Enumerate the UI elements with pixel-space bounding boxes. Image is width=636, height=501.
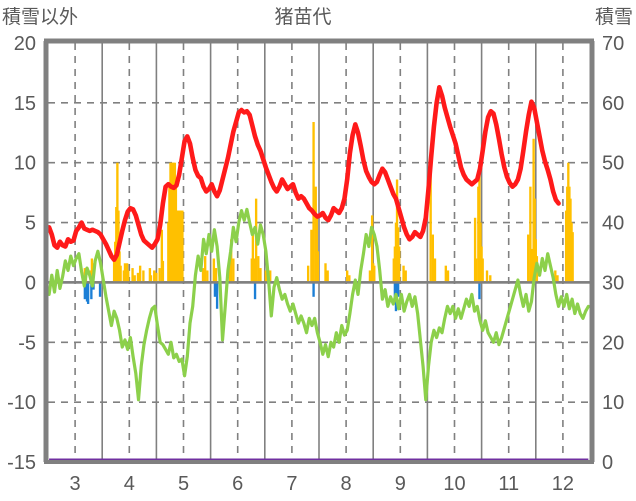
svg-text:-15: -15 xyxy=(7,452,36,474)
svg-text:8: 8 xyxy=(341,473,352,495)
right-axis-title: 積雪 xyxy=(594,7,633,28)
plot-frame xyxy=(43,38,595,464)
svg-text:10: 10 xyxy=(443,473,465,495)
svg-text:30: 30 xyxy=(602,272,624,294)
svg-text:70: 70 xyxy=(602,33,624,55)
svg-text:-5: -5 xyxy=(18,332,36,354)
svg-text:5: 5 xyxy=(25,213,36,235)
svg-text:0: 0 xyxy=(602,452,613,474)
page-title: 猪苗代 xyxy=(274,7,332,28)
svg-text:6: 6 xyxy=(232,473,243,495)
min-temp-line xyxy=(47,207,590,402)
svg-text:40: 40 xyxy=(602,213,624,235)
max-temp-line xyxy=(46,84,561,262)
svg-text:12: 12 xyxy=(552,473,574,495)
precipitation-bars xyxy=(83,122,574,283)
svg-text:11: 11 xyxy=(498,473,519,495)
svg-text:60: 60 xyxy=(602,93,624,115)
svg-text:0: 0 xyxy=(25,272,36,294)
svg-text:20: 20 xyxy=(602,332,624,354)
svg-text:10: 10 xyxy=(602,392,624,414)
svg-text:-10: -10 xyxy=(7,392,36,414)
svg-text:7: 7 xyxy=(286,473,297,495)
svg-text:10: 10 xyxy=(14,153,36,175)
left-axis-title: 積雪以外 xyxy=(2,7,79,28)
svg-text:20: 20 xyxy=(14,33,36,55)
svg-text:15: 15 xyxy=(14,93,36,115)
svg-text:4: 4 xyxy=(124,473,135,495)
svg-text:5: 5 xyxy=(178,473,189,495)
svg-text:3: 3 xyxy=(70,473,81,495)
svg-text:50: 50 xyxy=(602,153,624,175)
svg-text:9: 9 xyxy=(395,473,406,495)
